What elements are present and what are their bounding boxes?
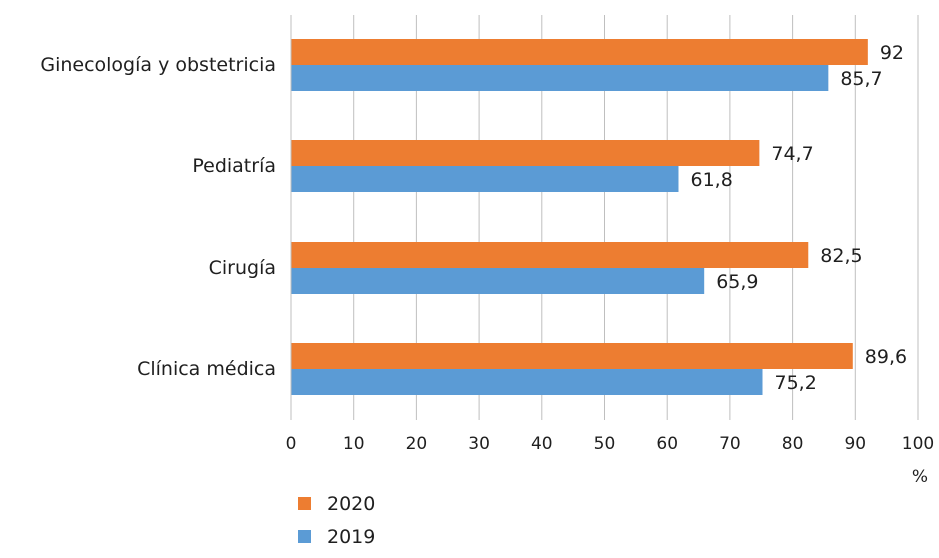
data-label: 74,7 bbox=[771, 143, 813, 165]
legend-swatch-2019 bbox=[298, 530, 311, 543]
data-label: 82,5 bbox=[820, 245, 862, 267]
bar-2020 bbox=[291, 343, 853, 369]
x-tick-label: 10 bbox=[343, 434, 365, 454]
x-tick-label: 20 bbox=[406, 434, 428, 454]
x-tick-label: 100 bbox=[902, 434, 934, 454]
category-label: Cirugía bbox=[209, 257, 276, 279]
legend-swatch-2020 bbox=[298, 497, 311, 510]
data-labels: 92 74,7 82,5 89,6 85,7 61,8 65,9 75,2 bbox=[690, 42, 907, 394]
category-label: Clínica médica bbox=[137, 358, 276, 380]
x-tick-label: 50 bbox=[594, 434, 616, 454]
bars bbox=[291, 39, 868, 395]
x-tick-label: 30 bbox=[468, 434, 490, 454]
data-label: 61,8 bbox=[690, 169, 732, 191]
data-label: 75,2 bbox=[775, 372, 817, 394]
bar-2019 bbox=[291, 369, 763, 395]
bar-2019 bbox=[291, 166, 678, 192]
x-tick-label: 40 bbox=[531, 434, 553, 454]
data-label: 65,9 bbox=[716, 271, 758, 293]
x-unit-label: % bbox=[912, 467, 928, 487]
bar-2020 bbox=[291, 242, 808, 268]
bar-2019 bbox=[291, 268, 704, 294]
bar-2020 bbox=[291, 140, 759, 166]
legend-label: 2019 bbox=[327, 526, 375, 548]
data-label: 92 bbox=[880, 42, 904, 64]
x-tick-label: 70 bbox=[719, 434, 741, 454]
bar-2019 bbox=[291, 65, 828, 91]
legend: 2020 2019 bbox=[298, 493, 375, 548]
x-tick-label: 60 bbox=[656, 434, 678, 454]
bar-2020 bbox=[291, 39, 868, 65]
x-tick-label: 0 bbox=[286, 434, 297, 454]
x-tick-label: 90 bbox=[844, 434, 866, 454]
legend-label: 2020 bbox=[327, 493, 375, 515]
category-label: Ginecología y obstetricia bbox=[40, 54, 276, 76]
data-label: 85,7 bbox=[840, 68, 882, 90]
category-label: Pediatría bbox=[192, 155, 276, 177]
x-tick-label: 80 bbox=[782, 434, 804, 454]
data-label: 89,6 bbox=[865, 346, 907, 368]
